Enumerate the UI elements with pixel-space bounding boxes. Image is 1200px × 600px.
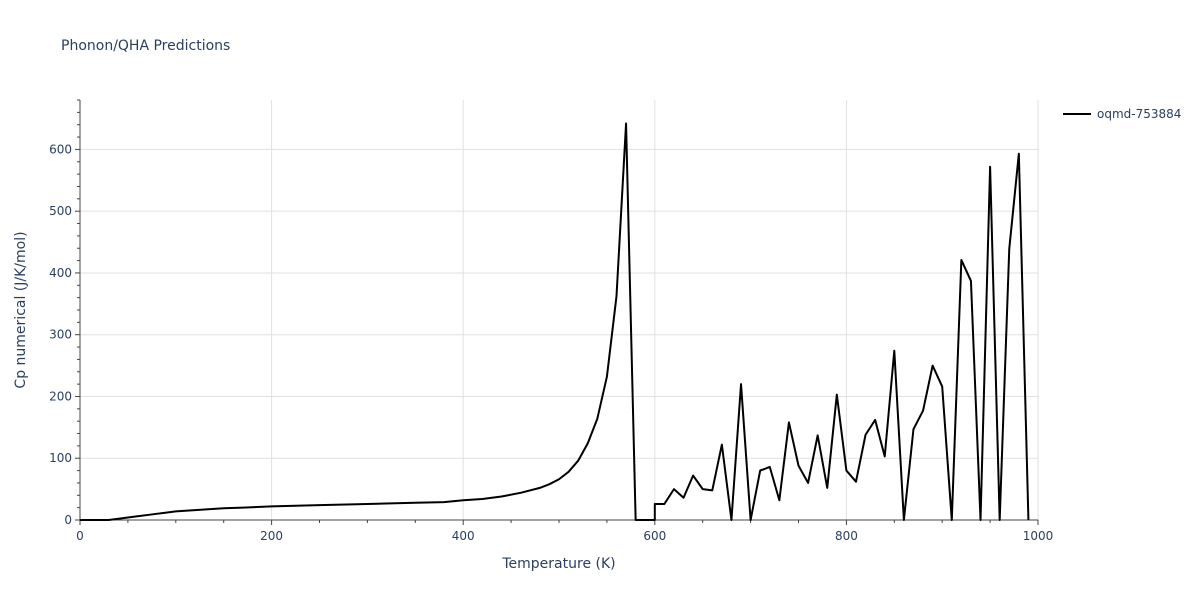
y-tick-label: 600 bbox=[49, 142, 72, 156]
series-line bbox=[80, 122, 1030, 521]
x-axis-title: Temperature (K) bbox=[501, 556, 615, 572]
x-tick-label: 1000 bbox=[1023, 529, 1054, 543]
axes bbox=[75, 99, 1039, 525]
x-tick-label: 0 bbox=[76, 529, 84, 543]
series-layer bbox=[80, 122, 1030, 521]
grid bbox=[80, 100, 1039, 520]
tick-labels: 0 200 400 600 800 1000 0 100 200 300 400 500 600 bbox=[49, 142, 1053, 543]
legend: oqmd-753884 bbox=[1063, 107, 1181, 121]
chart-title: Phonon/QHA Predictions bbox=[61, 38, 230, 54]
x-tick-label: 800 bbox=[835, 529, 858, 543]
y-tick-label: 400 bbox=[49, 266, 72, 280]
y-tick-label: 100 bbox=[49, 451, 72, 465]
x-tick-label: 400 bbox=[452, 529, 475, 543]
x-tick-label: 200 bbox=[260, 529, 283, 543]
y-axis-title: Cp numerical (J/K/mol) bbox=[13, 231, 29, 388]
x-tick-label: 600 bbox=[643, 529, 666, 543]
y-tick-label: 0 bbox=[64, 513, 72, 527]
y-tick-label: 200 bbox=[49, 389, 72, 403]
y-tick-label: 300 bbox=[49, 328, 72, 342]
y-tick-label: 500 bbox=[49, 204, 72, 218]
legend-label: oqmd-753884 bbox=[1097, 107, 1181, 121]
